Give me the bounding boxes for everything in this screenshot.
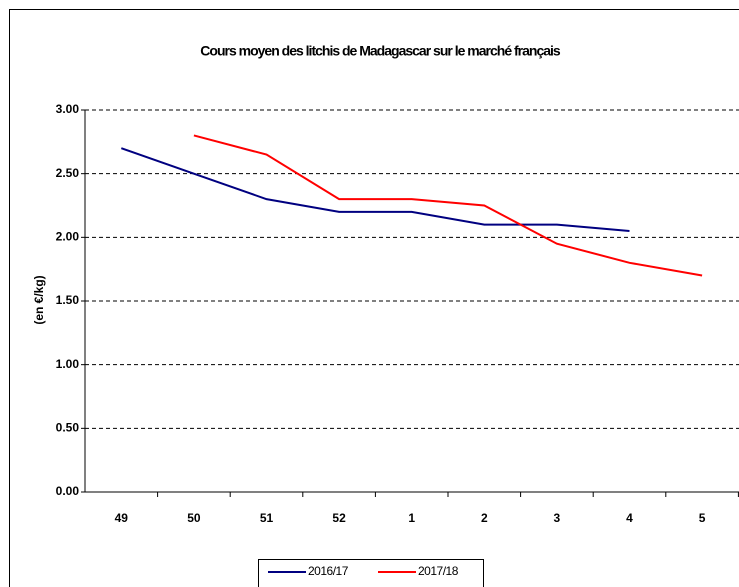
- y-tick-label: 2.50: [56, 166, 80, 180]
- x-tick-label: 3: [554, 511, 561, 525]
- x-tick-label: 2: [481, 511, 488, 525]
- x-tick-label: 50: [187, 511, 201, 525]
- y-tick-label: 1.50: [56, 293, 80, 307]
- chart-title: Cours moyen des litchis de Madagascar su…: [200, 43, 561, 59]
- y-tick-label: 0.00: [56, 484, 80, 498]
- x-tick-label: 5: [699, 511, 706, 525]
- x-tick-label: 52: [332, 511, 346, 525]
- x-tick-label: 51: [260, 511, 274, 525]
- chart-frame: [9, 9, 739, 587]
- y-tick-label: 0.50: [56, 421, 80, 435]
- x-tick-label: 4: [626, 511, 633, 525]
- series-line: [120, 147, 630, 232]
- legend-box: [258, 559, 484, 587]
- legend-label: 2017/18: [418, 564, 459, 578]
- x-tick-label: 1: [408, 511, 415, 525]
- series-line: [193, 134, 703, 277]
- y-tick-label: 1.00: [56, 357, 80, 371]
- legend-label: 2016/17: [308, 564, 349, 578]
- y-axis-label: (en €/kg): [32, 275, 46, 324]
- y-tick-label: 3.00: [56, 102, 80, 116]
- x-tick-label: 49: [115, 511, 129, 525]
- y-tick-label: 2.00: [56, 230, 80, 244]
